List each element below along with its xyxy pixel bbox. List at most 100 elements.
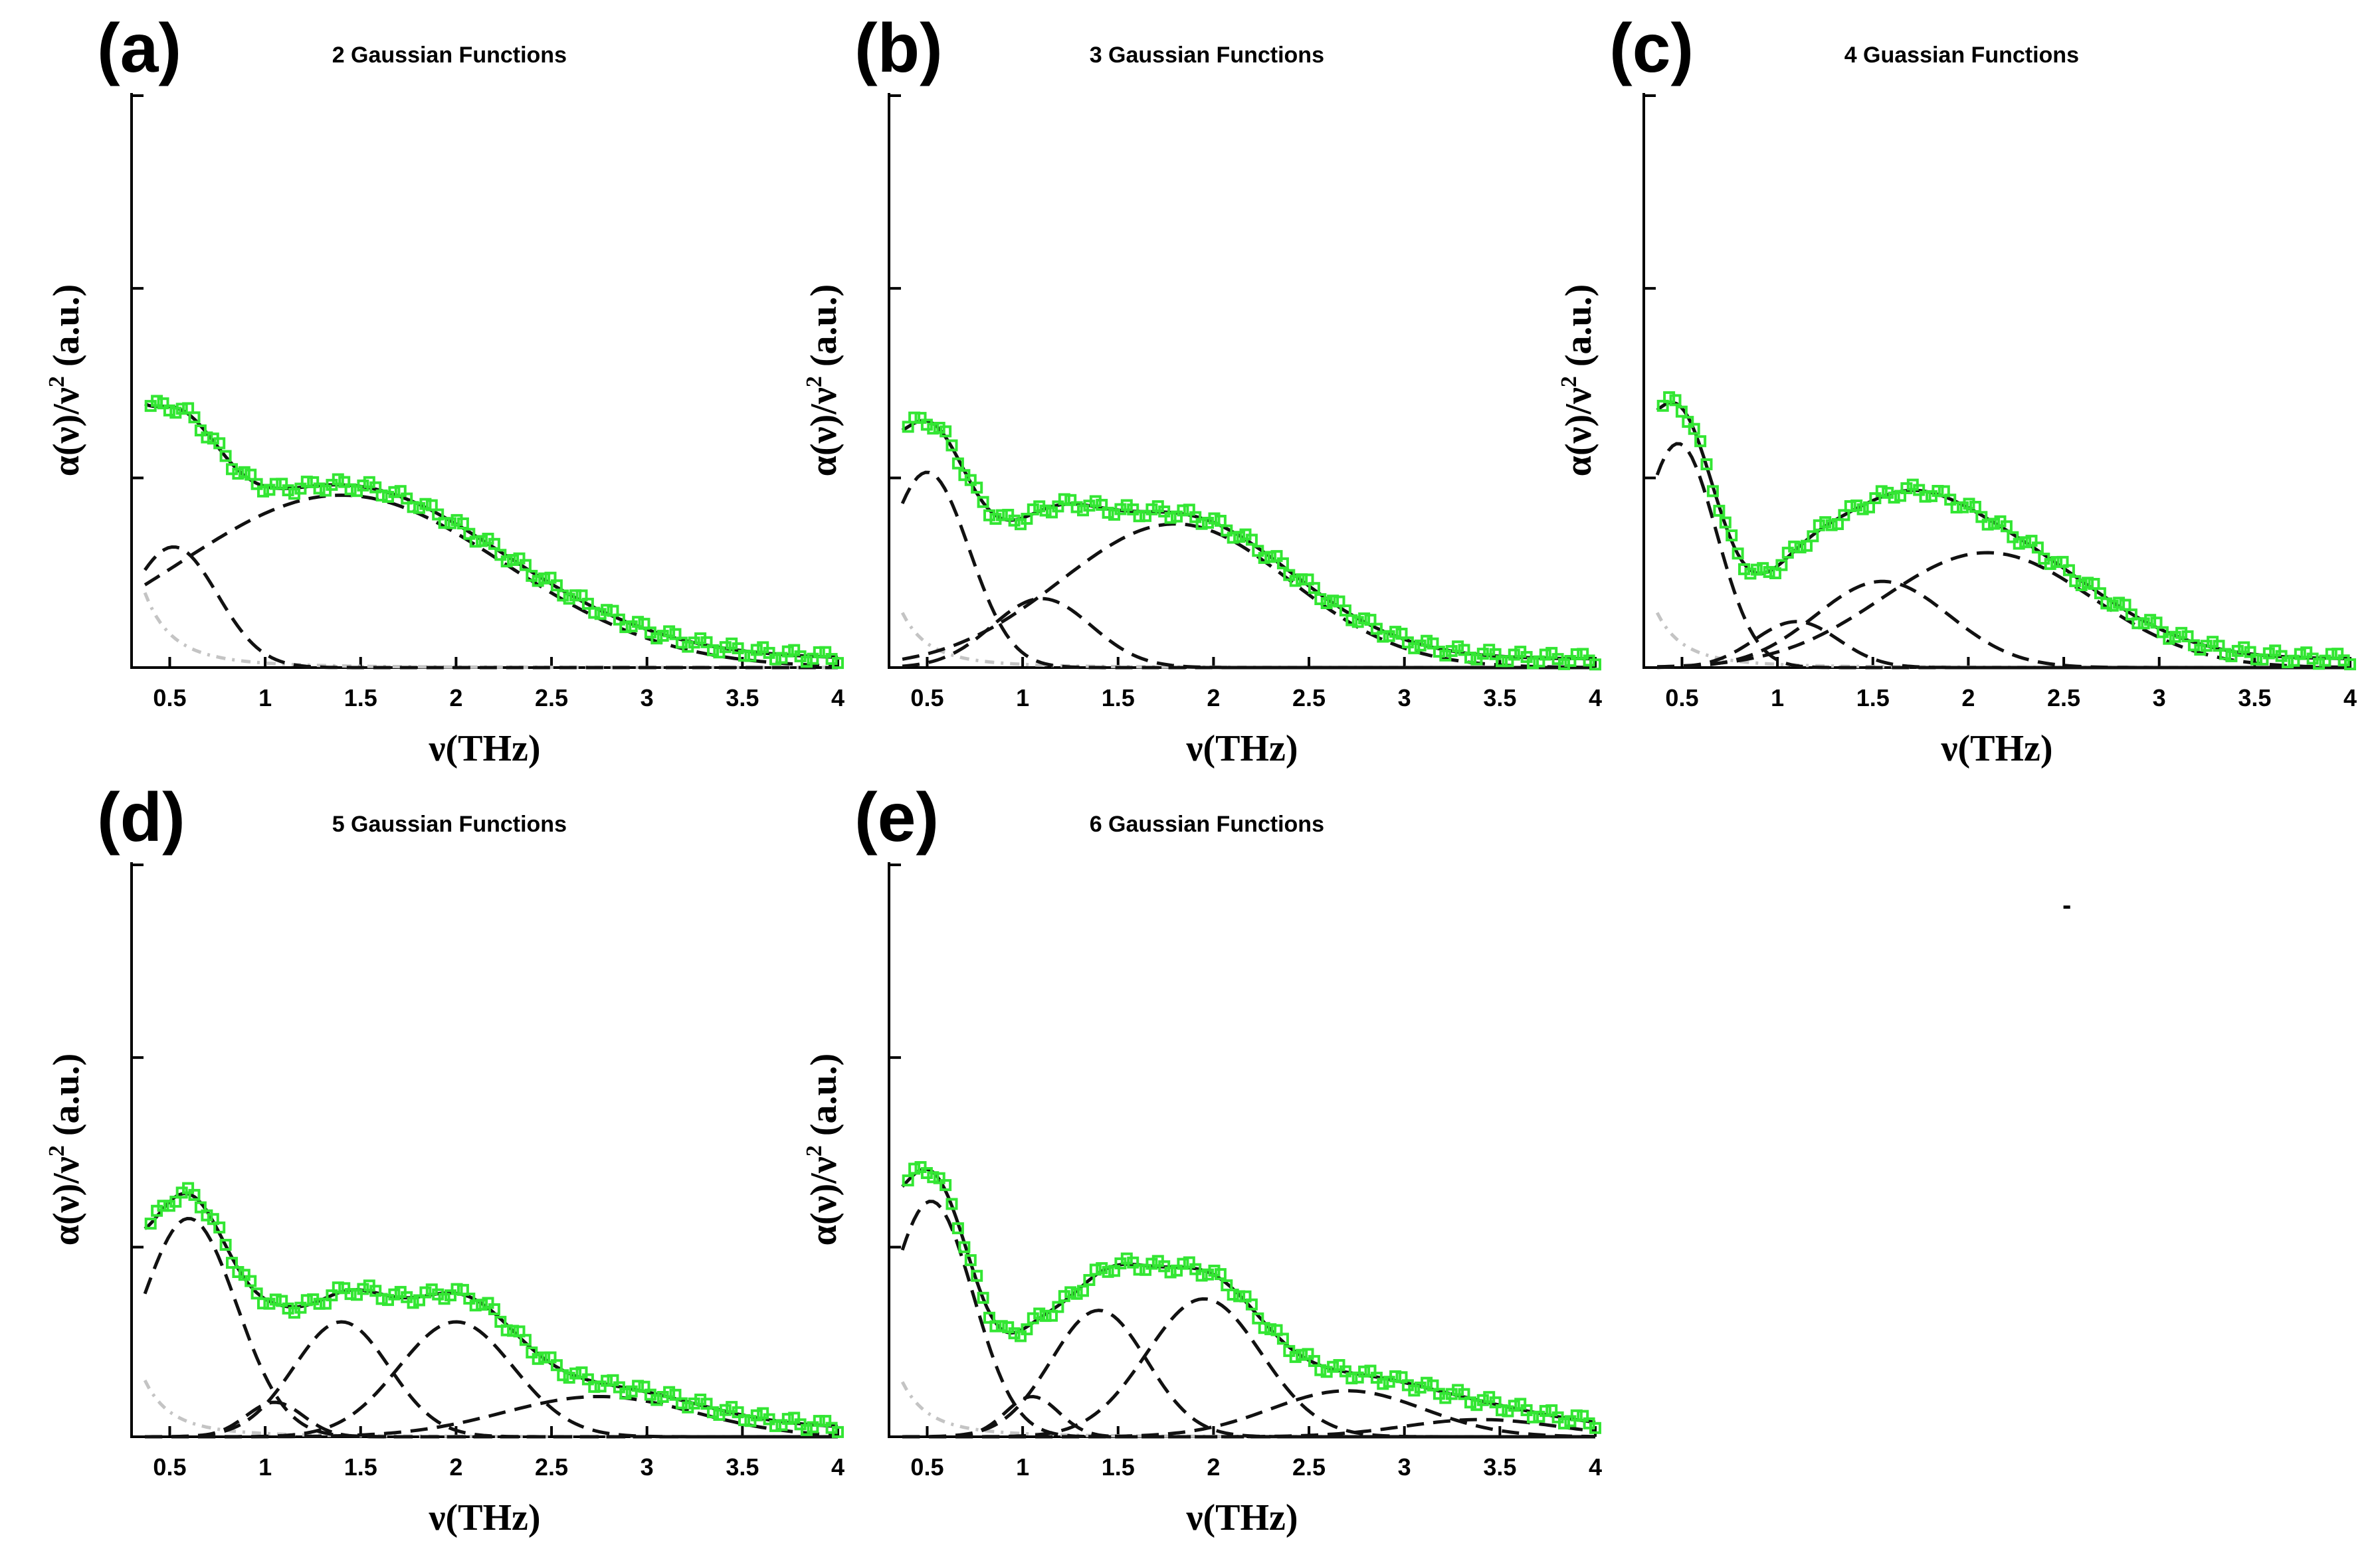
data-point-marker — [1039, 504, 1052, 517]
gaussian-component-curve — [1657, 551, 2351, 670]
data-point-marker — [2062, 564, 2075, 577]
data-point-marker — [1140, 509, 1151, 522]
gaussian-component-curve — [902, 1418, 1596, 1439]
data-point-marker — [407, 1297, 419, 1309]
data-point-marker — [1932, 485, 1944, 497]
x-tick-label: 2 — [1207, 684, 1220, 711]
data-point-marker — [369, 1285, 382, 1297]
data-point-marker — [1239, 1290, 1252, 1303]
data-point-marker — [369, 481, 382, 494]
data-point-marker — [1233, 1290, 1246, 1303]
data-point-marker — [2056, 555, 2069, 568]
data-point-marker — [927, 422, 940, 435]
data-point-marker — [964, 474, 977, 486]
data-point-marker — [157, 1200, 169, 1212]
data-point-marker — [1458, 1388, 1470, 1400]
data-point-marker — [945, 1198, 958, 1210]
data-point-marker — [2088, 578, 2100, 590]
data-point-marker — [276, 1295, 288, 1307]
data-point-marker — [1214, 515, 1227, 527]
data-point-marker — [632, 616, 645, 628]
data-point-marker — [1002, 1321, 1015, 1334]
data-point-marker — [1015, 1330, 1027, 1342]
data-point-marker — [1888, 492, 1900, 504]
data-point-marker — [407, 501, 419, 513]
data-point-marker — [738, 650, 750, 662]
data-point-marker — [964, 1254, 977, 1267]
data-point-marker — [232, 468, 245, 480]
data-point-marker — [2275, 650, 2288, 662]
data-point-marker — [638, 1380, 650, 1393]
data-point-marker — [182, 1182, 195, 1194]
data-point-marker — [2213, 640, 2225, 652]
data-point-marker — [1276, 557, 1289, 570]
gaussian-component-curve — [144, 493, 839, 668]
data-point-marker — [750, 644, 763, 656]
data-point-marker — [1869, 492, 1882, 504]
x-tick-label: 3 — [2153, 684, 2166, 711]
x-tick-label: 0.5 — [1665, 684, 1698, 711]
data-point-marker — [951, 457, 964, 470]
data-point-marker — [519, 559, 532, 571]
x-tick-label: 0.5 — [910, 1453, 943, 1481]
data-point-marker — [1183, 1256, 1195, 1269]
data-point-marker — [744, 650, 757, 662]
data-point-marker — [1558, 1417, 1570, 1429]
panel-title: 5 Gaussian Functions — [332, 812, 567, 837]
data-point-marker — [250, 478, 263, 490]
data-point-marker — [581, 597, 594, 610]
data-point-marker — [2082, 577, 2094, 589]
data-point-marker — [700, 636, 713, 648]
data-point-marker — [1089, 1263, 1102, 1276]
data-point-marker — [1688, 422, 1700, 435]
gaussian-component-curve — [143, 1216, 838, 1439]
data-point-marker — [1158, 505, 1171, 517]
panel-d: (d) 5 Gaussian Functions 0.5 1 1.5 2 2.5 3 3.5 4 ν… — [45, 779, 844, 1538]
data-point-marker — [1844, 500, 1856, 512]
data-point-marker — [1913, 484, 1926, 496]
data-point-marker — [983, 1311, 995, 1324]
data-point-marker — [575, 589, 588, 602]
panel-title: 6 Gaussian Functions — [1090, 812, 1324, 837]
data-point-marker — [1769, 567, 1781, 579]
data-point-marker — [151, 395, 163, 407]
data-point-marker — [163, 404, 175, 416]
data-point-marker — [2250, 653, 2262, 666]
x-tick-label: 4 — [1589, 684, 1602, 711]
x-tick-label: 2.5 — [2047, 684, 2080, 711]
data-point-marker — [188, 411, 201, 424]
data-point-marker — [1527, 657, 1539, 670]
data-point-marker — [619, 1387, 632, 1400]
panel-letter: (b) — [854, 10, 943, 87]
x-tick-label: 3.5 — [726, 684, 759, 711]
data-point-marker — [1427, 1379, 1439, 1392]
data-point-marker — [769, 1420, 781, 1432]
data-point-marker — [213, 437, 226, 450]
data-point-marker — [1508, 648, 1520, 661]
data-point-marker — [663, 1386, 676, 1398]
data-point-marker — [1408, 1384, 1421, 1397]
data-point-marker — [432, 508, 445, 521]
data-point-marker — [933, 1172, 945, 1184]
x-tick-label: 1.5 — [1856, 684, 1890, 711]
data-point-marker — [1663, 391, 1676, 403]
data-point-marker — [1539, 1405, 1551, 1418]
data-point-marker — [1577, 1410, 1589, 1422]
data-point-marker — [619, 621, 632, 634]
data-point-marker — [388, 486, 401, 498]
data-point-marker — [1208, 512, 1221, 525]
data-point-marker — [2113, 596, 2126, 609]
data-point-marker — [2013, 537, 2025, 550]
data-point-marker — [813, 1415, 825, 1427]
data-point-marker — [807, 652, 819, 665]
debye-component-curve — [143, 592, 838, 670]
data-point-marker — [1096, 499, 1108, 511]
data-point-marker — [1070, 1287, 1083, 1300]
data-point-marker — [1732, 547, 1744, 560]
data-point-marker — [1364, 1364, 1377, 1377]
data-point-marker — [1377, 1378, 1389, 1390]
data-point-marker — [2100, 597, 2113, 610]
data-point-marker — [1656, 399, 1669, 412]
data-point-marker — [207, 1213, 219, 1226]
